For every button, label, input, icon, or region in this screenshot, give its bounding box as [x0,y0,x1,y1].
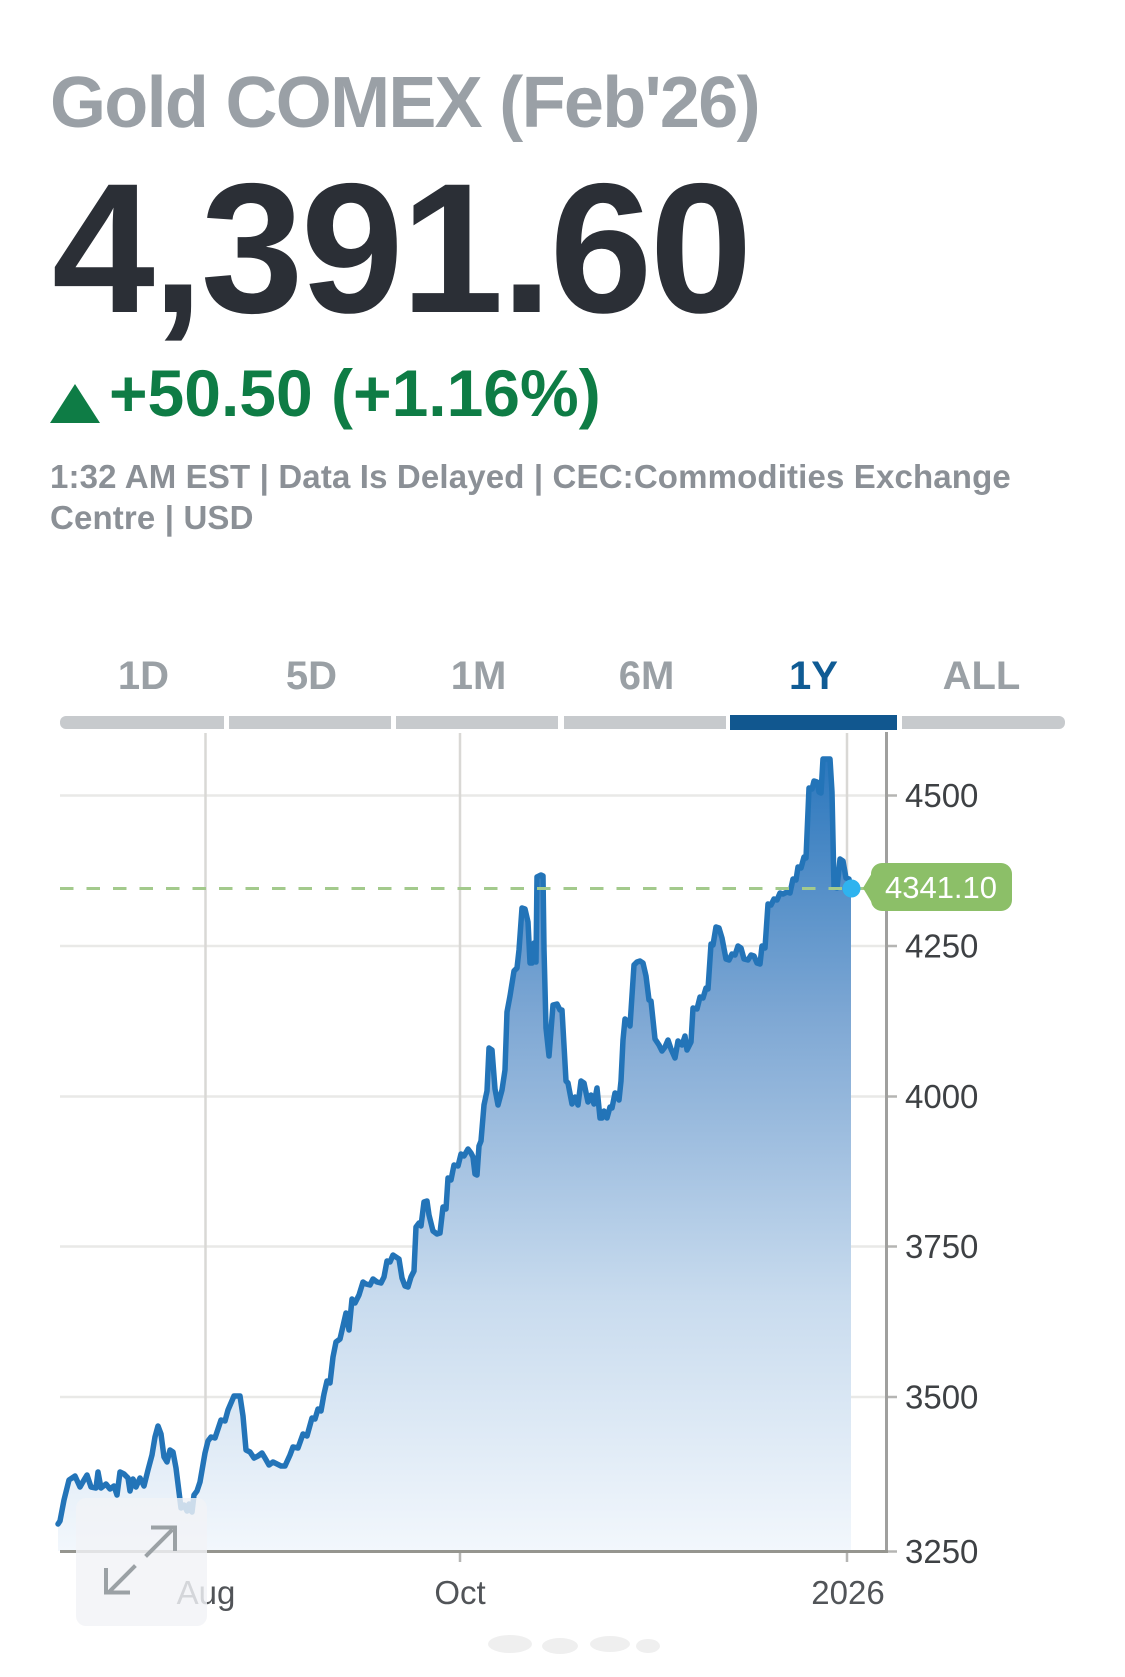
svg-text:4341.10: 4341.10 [885,870,997,905]
svg-text:3750: 3750 [905,1228,978,1265]
svg-text:3250: 3250 [905,1533,978,1570]
svg-text:4250: 4250 [905,928,978,965]
svg-text:3500: 3500 [905,1379,978,1416]
svg-text:2026: 2026 [811,1574,884,1611]
svg-text:4500: 4500 [905,777,978,814]
svg-text:Oct: Oct [434,1574,485,1611]
svg-text:4000: 4000 [905,1078,978,1115]
